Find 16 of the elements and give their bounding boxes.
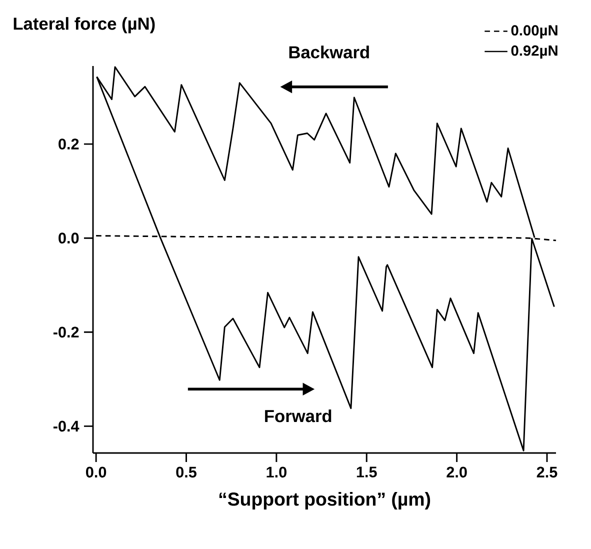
text: Backward bbox=[289, 46, 369, 58]
y-tick-label: -0.4 bbox=[53, 420, 80, 432]
y-axis-title: Lateral force (µN) bbox=[14, 17, 155, 34]
legend-label: 0.00µN bbox=[511, 25, 558, 38]
annotation: Forward bbox=[265, 409, 332, 422]
x-tick-label: 0.0 bbox=[86, 466, 106, 478]
x-tick-label: 1.5 bbox=[356, 466, 377, 478]
x-tick-label: 2.5 bbox=[536, 466, 558, 478]
x-axis-title: “Support position” (µm) bbox=[219, 492, 430, 510]
x-tick-label: 1.0 bbox=[266, 466, 286, 478]
x-tick-label: 0.5 bbox=[176, 466, 196, 478]
x-tick-label: 2.0 bbox=[446, 466, 467, 478]
y-tick-label: 0.0 bbox=[58, 232, 79, 244]
y-tick-label: 0.2 bbox=[58, 138, 79, 150]
legend-label: 0.92µN bbox=[511, 45, 558, 59]
y-tick-label: -0.2 bbox=[53, 326, 79, 338]
